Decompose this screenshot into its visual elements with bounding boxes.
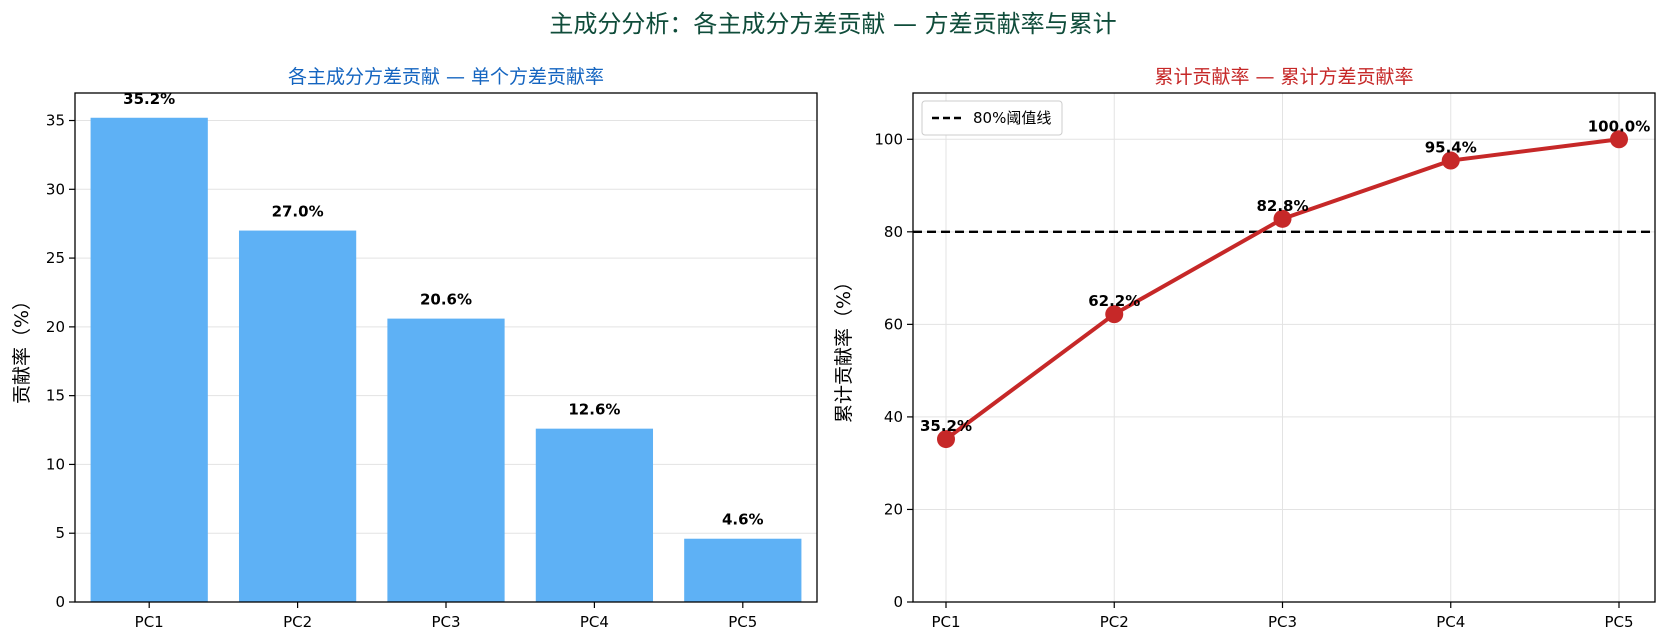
line-chart-data-label: 95.4% — [1425, 139, 1477, 157]
bar-chart-data-labels: 35.2% 27.0% 20.6% 12.6% 4.6% — [123, 90, 763, 529]
point-pc2 — [1105, 305, 1124, 324]
bar-chart-x-tick-label: PC1 — [135, 613, 164, 631]
bar-chart-title: 各主成分方差贡献 — 单个方差贡献率 — [288, 66, 604, 88]
point-pc3 — [1273, 209, 1292, 228]
point-pc4 — [1441, 151, 1460, 170]
line-chart-x-tick-label: PC3 — [1268, 613, 1297, 631]
line-chart-x-tick-label: PC2 — [1100, 613, 1129, 631]
line-chart-gridlines — [913, 93, 1655, 603]
line-chart-y-tick-label: 40 — [884, 408, 903, 426]
line-chart-x-axis: PC1 PC2 PC3 PC4 PC5 — [931, 602, 1634, 631]
bar-chart-y-axis-label: 贡献率（%） — [11, 291, 33, 404]
line-chart-y-tick-label: 20 — [884, 500, 903, 518]
bar-chart-x-tick-label: PC2 — [283, 613, 312, 631]
bar-chart-y-axis: 0 5 10 15 20 25 30 35 — [46, 112, 75, 611]
bar-chart-x-tick-label: PC4 — [580, 613, 609, 631]
line-chart-data-labels: 35.2% 62.2% 82.8% 95.4% 100.0% — [920, 117, 1650, 435]
bar-chart-y-tick-label: 5 — [55, 524, 65, 542]
bar-chart-y-tick-label: 20 — [46, 318, 65, 336]
line-chart-data-label: 62.2% — [1088, 292, 1140, 310]
legend: 80%阈值线 — [921, 100, 1063, 136]
line-chart-y-axis: 0 20 40 60 80 100 — [874, 130, 913, 611]
bar-chart-data-label: 20.6% — [420, 291, 472, 309]
line-chart-x-tick-label: PC5 — [1604, 613, 1633, 631]
bar-chart-x-tick-label: PC5 — [728, 613, 757, 631]
line-chart-x-tick-label: PC1 — [931, 613, 960, 631]
bar-chart-data-label: 27.0% — [272, 203, 324, 221]
line-chart-frame — [912, 92, 1656, 603]
bar-chart-data-label: 4.6% — [722, 511, 764, 529]
line-chart-y-tick-label: 100 — [874, 130, 903, 148]
line-chart-title: 累计贡献率 — 累计方差贡献率 — [1154, 66, 1413, 88]
bar-pc2 — [238, 230, 357, 602]
bar-pc4 — [535, 428, 654, 602]
legend-box — [921, 100, 1063, 136]
line-chart-x-tick-label: PC4 — [1436, 613, 1465, 631]
bar-pc1 — [90, 117, 208, 603]
bar-chart-bars — [90, 117, 802, 603]
legend-threshold-label: 80%阈值线 — [973, 109, 1051, 127]
line-chart-y-tick-label: 0 — [893, 593, 903, 611]
bar-chart-y-tick-label: 35 — [46, 112, 65, 130]
bar-chart-data-label: 12.6% — [568, 401, 620, 419]
bar-pc5 — [684, 538, 802, 602]
bar-chart-data-label: 35.2% — [123, 90, 175, 108]
line-chart-data-label: 82.8% — [1256, 197, 1308, 215]
bar-chart-y-tick-label: 15 — [46, 387, 65, 405]
line-chart-data-label: 35.2% — [920, 417, 972, 435]
point-pc5 — [1610, 130, 1628, 149]
line-chart-y-axis-label: 累计贡献率（%） — [833, 272, 855, 423]
point-pc1 — [937, 430, 955, 449]
bar-chart-y-tick-label: 30 — [46, 180, 65, 198]
bar-chart-x-axis: PC1 PC2 PC3 PC4 PC5 — [135, 602, 757, 631]
bar-chart-y-tick-label: 0 — [55, 593, 65, 611]
cumulative-points — [937, 130, 1628, 449]
line-chart-data-label: 100.0% — [1588, 117, 1650, 135]
bar-chart-y-tick-label: 25 — [46, 249, 65, 267]
bar-chart-panel: 0 5 10 15 20 25 30 35 PC1 PC2 PC3 PC4 PC5 35.2% 27.0… — [11, 66, 818, 631]
bar-chart-y-tick-label: 10 — [46, 455, 65, 473]
figure-title: 主成分分析：各主成分方差贡献 — 方差贡献率与累计 — [549, 10, 1116, 38]
line-chart-y-tick-label: 80 — [884, 223, 903, 241]
line-chart-panel: 0 20 40 60 80 100 PC1 PC2 PC3 PC4 PC5 35.2% 62.2% 8… — [833, 66, 1656, 631]
bar-pc3 — [387, 318, 505, 602]
line-chart-y-tick-label: 60 — [884, 315, 903, 333]
bar-chart-x-tick-label: PC3 — [431, 613, 460, 631]
